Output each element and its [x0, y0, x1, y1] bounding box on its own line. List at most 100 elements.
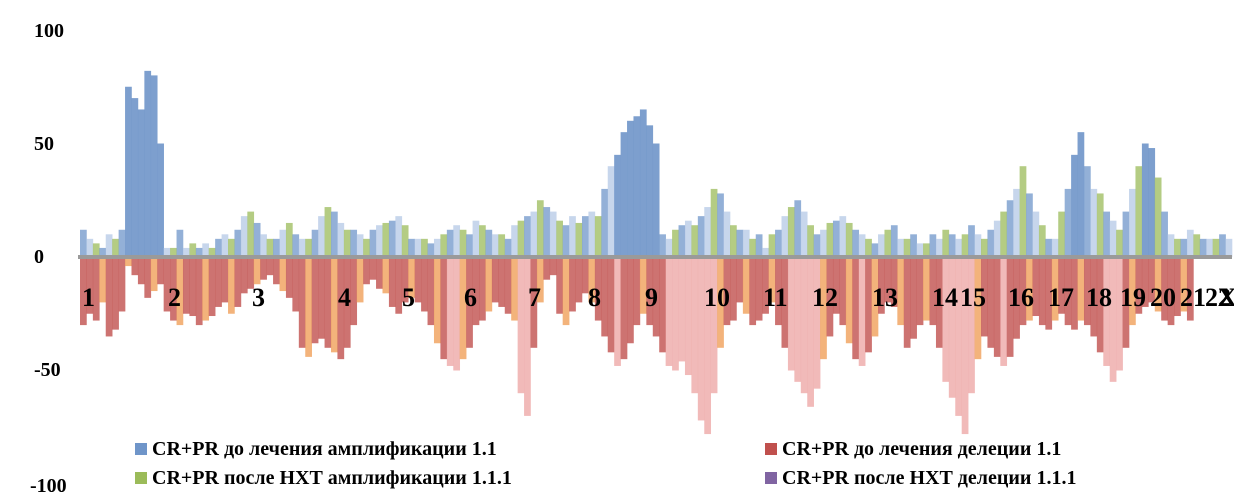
deletion-bar: [787, 257, 795, 371]
chromosome-label: 21: [1180, 283, 1206, 312]
deletion-bar: [1180, 257, 1188, 312]
chromosome-label: 14: [932, 283, 958, 312]
amplification-bar: [1206, 238, 1213, 257]
deletion-bar: [240, 257, 248, 294]
amplification-bar: [1225, 238, 1233, 257]
amplification-bar: [588, 211, 596, 257]
deletion-bar: [993, 257, 1001, 357]
deletion-bar: [440, 257, 448, 360]
chromosome-label: 19: [1120, 283, 1146, 312]
amplification-bar: [620, 132, 628, 257]
deletion-bar: [569, 257, 576, 312]
chromosome-label: 10: [704, 283, 730, 312]
deletion-bar: [781, 257, 789, 348]
deletion-bar: [305, 257, 312, 357]
deletion-bar: [112, 257, 119, 330]
amplification-bar: [807, 225, 814, 257]
amplification-bar: [343, 229, 351, 257]
amplification-bar: [955, 238, 962, 257]
deletion-bar: [472, 257, 480, 326]
deletion-bar: [704, 257, 712, 435]
amplification-bar: [691, 225, 699, 257]
amplification-bar: [376, 225, 383, 257]
deletion-bar: [652, 257, 660, 337]
amplification-bar: [80, 229, 87, 257]
amplification-bar: [1058, 211, 1065, 257]
deletion-bar: [105, 257, 113, 337]
deletion-bar: [916, 257, 924, 326]
amplification-bar: [311, 229, 319, 257]
amplification-bar: [942, 229, 950, 257]
deletion-bar: [99, 257, 107, 303]
amplification-bar: [865, 238, 872, 257]
amplification-bar: [356, 234, 364, 257]
deletion-bar: [247, 257, 255, 289]
chromosome-label: 3: [252, 283, 265, 312]
deletion-bar: [202, 257, 210, 321]
chromosome-label: 2: [168, 283, 181, 312]
deletion-bar: [253, 257, 261, 285]
amplification-bar: [794, 200, 802, 257]
amplification-bar: [935, 238, 943, 257]
amplification-bar: [517, 220, 525, 257]
amplification-bar: [330, 211, 338, 257]
amplification-bar: [755, 234, 763, 257]
deletion-bar: [665, 257, 673, 366]
deletion-bar: [575, 257, 583, 303]
amplification-bar: [710, 188, 718, 257]
amplification-bar: [369, 229, 377, 257]
deletion-bar: [125, 257, 132, 267]
deletion-bar: [330, 257, 338, 353]
amplification-bar: [652, 143, 660, 257]
amplification-bar: [1212, 238, 1220, 257]
amplification-bar: [1103, 211, 1111, 257]
amplification-bar: [923, 243, 930, 257]
amplification-bar: [871, 243, 879, 257]
amplification-bar: [543, 207, 551, 257]
amplification-bar: [1045, 238, 1053, 257]
amplification-bar: [215, 238, 222, 257]
deletion-bar: [588, 257, 596, 303]
y-tick-label: -50: [34, 359, 61, 381]
deletion-bar: [337, 257, 345, 360]
amplification-bar: [1051, 238, 1059, 257]
amplification-bar: [981, 238, 988, 257]
deletion-bar: [260, 257, 267, 280]
amplification-bar: [659, 234, 666, 257]
deletion-bar: [459, 257, 467, 360]
chromosome-label: 18: [1086, 283, 1112, 312]
deletion-bar: [215, 257, 222, 307]
amplification-bar: [1180, 238, 1188, 257]
deletion-bar: [395, 257, 403, 314]
amplification-bar: [382, 222, 390, 257]
chromosome-label: 5: [402, 283, 415, 312]
amplification-bar: [176, 229, 184, 257]
legend-label: CR+PR после НХТ амплификации 1.1.1: [152, 466, 512, 489]
deletion-bar: [775, 257, 782, 326]
deletion-bar: [92, 257, 100, 321]
deletion-bar: [1038, 257, 1046, 326]
deletion-bar: [144, 257, 152, 298]
deletion-bar: [697, 257, 705, 421]
deletion-bar: [1019, 257, 1027, 326]
amplification-bar: [742, 229, 750, 257]
deletion-bar: [736, 257, 744, 303]
amplification-bar: [433, 238, 441, 257]
deletion-bar: [131, 257, 139, 276]
deletion-bar: [118, 257, 126, 312]
deletion-bar: [852, 257, 860, 360]
deletion-bar: [659, 257, 666, 353]
amplification-bar: [163, 247, 171, 257]
deletion-bar: [433, 257, 441, 344]
legend-label: CR+PR до лечения амплификации 1.1: [152, 437, 497, 460]
deletion-bar: [176, 257, 184, 326]
amplification-bar: [1174, 238, 1181, 257]
deletion-bar: [479, 257, 486, 321]
amplification-bar: [240, 216, 248, 257]
amplification-bar: [86, 238, 94, 257]
amplification-bar: [279, 229, 287, 257]
amplification-bar: [247, 211, 255, 257]
deletion-bar: [1013, 257, 1020, 339]
deletion-bar: [794, 257, 802, 382]
